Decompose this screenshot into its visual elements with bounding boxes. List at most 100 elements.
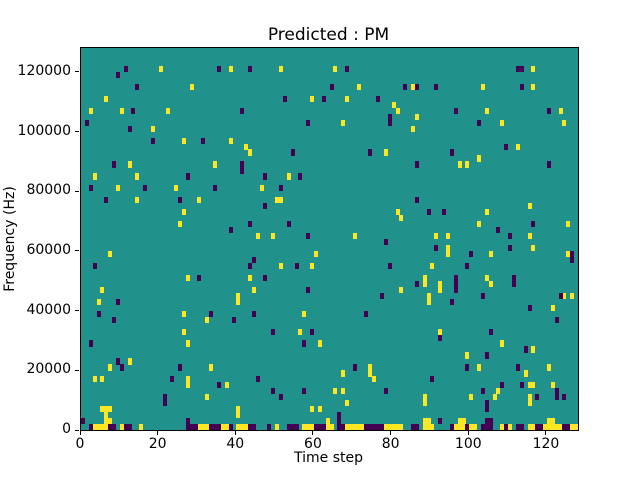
heatmap-cell (414, 197, 419, 204)
heatmap-cell (135, 173, 140, 180)
heatmap-cell (108, 406, 113, 413)
heatmap-cell (500, 382, 505, 389)
heatmap-cell (197, 197, 202, 204)
heatmap-cell (368, 370, 373, 377)
heatmap-cell (178, 364, 183, 371)
heatmap-cell (92, 262, 97, 270)
heatmap-cell (535, 424, 540, 430)
heatmap-cell (302, 340, 307, 347)
heatmap-cell (383, 388, 388, 395)
heatmap-cell (430, 376, 435, 383)
heatmap-cell (546, 424, 551, 430)
chart-title: Predicted : PM (267, 25, 390, 45)
heatmap-cell (465, 161, 470, 168)
heatmap-cell (352, 233, 357, 240)
heatmap-cell (504, 143, 509, 150)
heatmap-cell (387, 424, 392, 430)
heatmap-cell (531, 221, 536, 228)
heatmap-cell (399, 286, 404, 293)
heatmap-cell (325, 418, 330, 425)
x-tick-mark (467, 431, 469, 435)
heatmap-cell (306, 424, 311, 430)
heatmap-cell (298, 328, 303, 335)
heatmap-cell (232, 316, 237, 323)
x-tick-mark (312, 431, 314, 435)
heatmap-cell (519, 424, 524, 430)
heatmap-cell (240, 424, 245, 430)
heatmap-cell (115, 71, 120, 79)
heatmap-cell (174, 185, 179, 192)
heatmap-cell (546, 364, 551, 371)
heatmap-cell (527, 203, 532, 210)
heatmap-cell (228, 227, 233, 234)
heatmap-cell (88, 340, 93, 347)
heatmap-cell (511, 274, 516, 281)
heatmap-cell (453, 274, 458, 281)
heatmap-cell (449, 424, 454, 430)
heatmap-cell (135, 83, 140, 90)
heatmap-cell (430, 262, 435, 270)
heatmap-cell (372, 424, 377, 430)
heatmap-cell (477, 155, 482, 162)
heatmap-cell (469, 394, 474, 401)
heatmap-cell (527, 424, 532, 430)
heatmap-cell (531, 65, 536, 73)
heatmap-cell (185, 376, 190, 383)
heatmap-cell (236, 406, 241, 413)
heatmap-cell (411, 83, 416, 90)
heatmap-cell (96, 424, 101, 430)
heatmap-cell (185, 424, 190, 430)
heatmap-cell (178, 197, 183, 204)
heatmap-cell (414, 280, 419, 287)
heatmap-cell (337, 424, 342, 430)
heatmap-cell (333, 65, 338, 73)
heatmap-cell (104, 424, 109, 430)
heatmap-cell (550, 382, 555, 389)
heatmap-cell (403, 83, 408, 90)
heatmap-cell (379, 292, 384, 299)
heatmap-cell (465, 364, 470, 371)
heatmap-cell (96, 298, 101, 305)
heatmap-cell (275, 197, 280, 204)
heatmap-cell (457, 161, 462, 168)
heatmap-cell (127, 424, 132, 430)
heatmap-cell (515, 143, 520, 150)
heatmap-cell (480, 83, 485, 90)
x-tick-label: 0 (75, 436, 85, 452)
heatmap-cell (108, 250, 113, 258)
x-tick-label: 120 (532, 436, 560, 452)
heatmap-cell (127, 358, 132, 365)
heatmap-cell (484, 209, 489, 216)
heatmap-cell (504, 424, 509, 430)
heatmap-cell (519, 382, 524, 389)
heatmap-cell (480, 424, 485, 430)
y-tick-label: 120000 (17, 62, 71, 79)
heatmap-cell (81, 418, 85, 425)
heatmap-cell (166, 107, 171, 114)
heatmap-cell (550, 304, 555, 311)
heatmap-cell (480, 388, 485, 395)
heatmap-cell (508, 424, 513, 430)
heatmap-cell (337, 418, 342, 425)
heatmap-cell (100, 406, 105, 413)
heatmap-cell (240, 167, 245, 174)
heatmap-cell (88, 107, 93, 114)
heatmap-cell (84, 119, 89, 126)
heatmap-cell (554, 394, 559, 401)
heatmap-cell (496, 388, 501, 395)
heatmap-cell (236, 424, 241, 430)
heatmap-cell (422, 418, 427, 425)
heatmap-cell (123, 424, 128, 430)
heatmap-cell (302, 388, 307, 395)
heatmap-cell (112, 424, 117, 430)
y-tick-mark (75, 71, 79, 73)
heatmap-cell (317, 340, 322, 347)
y-tick-mark (75, 131, 79, 133)
heatmap-cell (119, 107, 124, 114)
x-tick-label: 100 (454, 436, 482, 452)
heatmap-cell (352, 364, 357, 371)
heatmap-cell (484, 107, 489, 114)
heatmap-cell (294, 262, 299, 270)
heatmap-cell (213, 161, 218, 168)
heatmap-cell (426, 292, 431, 299)
